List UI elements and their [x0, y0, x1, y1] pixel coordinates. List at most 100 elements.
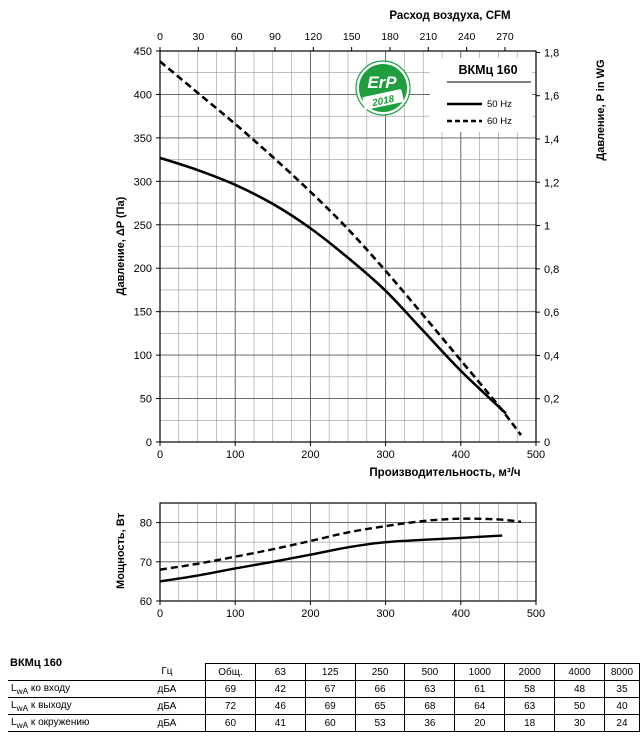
y2-tick-label: 0,2	[544, 394, 559, 406]
power-x-tick-label: 0	[157, 608, 163, 620]
table-row: LwA к окружению дБА 60 41 60 53 36 20 18…	[8, 714, 640, 732]
value-cell: 65	[354, 697, 405, 715]
unit-cell: дБА	[128, 714, 206, 732]
value-cell: 67	[304, 680, 356, 698]
header-cell: 1000	[454, 663, 505, 681]
erp-badge-text: ErP	[367, 73, 397, 92]
x2-tick-label: 240	[458, 31, 476, 43]
value-cell: 41	[254, 714, 306, 732]
power-line-solid	[160, 534, 503, 583]
value-cell: 35	[603, 680, 640, 698]
unit-cell: дБА	[128, 680, 206, 698]
header-cell: 63	[254, 663, 306, 681]
value-cell: 61	[454, 680, 505, 698]
x2-tick-label: 60	[231, 31, 243, 43]
value-cell: 48	[554, 680, 605, 698]
y-tick-label: 250	[134, 220, 152, 232]
value-cell: 69	[304, 697, 356, 715]
table-row: LwA ко входу дБА 69 42 67 66 63 61 58 48…	[8, 680, 640, 698]
power-x-tick-label: 300	[376, 608, 394, 620]
value-cell: 68	[404, 697, 455, 715]
power-y-tick-label: 60	[140, 596, 152, 608]
y2-tick-label: 1,6	[544, 91, 559, 103]
legend: ВКМц 160 50 Hz 60 Hz	[430, 58, 532, 132]
header-cell: 4000	[554, 663, 605, 681]
value-cell: 42	[254, 680, 306, 698]
y2-tick-label: 1,4	[544, 134, 559, 146]
power-x-tick-label: 400	[452, 608, 470, 620]
power-x-tick-label: 200	[301, 608, 319, 620]
value-cell: 60	[304, 714, 356, 732]
row-label: LwA к окружению	[8, 714, 129, 732]
power-plot-frame	[159, 502, 537, 602]
series-line-60hz	[160, 60, 522, 436]
series-line-50hz	[160, 156, 507, 415]
x2-tick-label: 270	[496, 31, 514, 43]
x2-tick-label: 0	[157, 31, 163, 43]
power-x-tick-label: 500	[527, 608, 545, 620]
x2-tick-label: 210	[420, 31, 438, 43]
x2-tick-label: 150	[343, 31, 361, 43]
y-tick-label: 0	[146, 437, 152, 449]
y-tick-label: 350	[134, 133, 152, 145]
value-cell: 64	[454, 697, 505, 715]
x-axis-label: Производительность, м³/ч	[369, 467, 520, 479]
value-cell: 40	[603, 697, 640, 715]
power-line-dashed	[160, 517, 522, 571]
value-cell: 36	[404, 714, 455, 732]
main-axes: 0 100 200 300 400 500050100150200250300350400…	[134, 31, 560, 461]
header-cell: 8000	[603, 663, 640, 681]
header-cell: Гц	[128, 663, 206, 681]
power-y-axis-label: Мощность, Вт	[115, 512, 127, 589]
y2-tick-label: 1,8	[544, 47, 559, 59]
noise-table: Гц Общ. 63 125 250 500 1000 2000 4000 80…	[8, 663, 640, 732]
legend-60hz-label: 60 Hz	[487, 116, 512, 127]
value-cell: 53	[354, 714, 405, 732]
y2-tick-label: 1	[544, 221, 550, 233]
power-x-tick-label: 100	[226, 608, 244, 620]
x2-tick-label: 120	[305, 31, 323, 43]
y-axis-label: Давление, ΔP (Па)	[115, 196, 127, 295]
value-cell: 18	[504, 714, 555, 732]
y2-tick-label: 0,6	[544, 307, 559, 319]
plot-frame	[159, 50, 537, 443]
erp-badge: ErP 2018	[355, 60, 411, 116]
power-y-tick-label: 80	[140, 518, 152, 530]
value-cell: 60	[205, 714, 256, 732]
y-tick-label: 450	[134, 46, 152, 58]
value-cell: 66	[354, 680, 405, 698]
x-tick-label: 0	[157, 449, 163, 461]
noise-table-title: ВКМц 160	[10, 657, 62, 669]
header-cell: 125	[304, 663, 356, 681]
value-cell: 63	[504, 697, 555, 715]
x-tick-label: 100	[226, 449, 244, 461]
value-cell: 30	[554, 714, 605, 732]
power-y-tick-label: 70	[140, 557, 152, 569]
performance-charts: 0 100 200 300 400 500050100150200250300350400…	[115, 10, 607, 620]
x-tick-label: 300	[376, 449, 394, 461]
header-cell: 250	[354, 663, 405, 681]
x2-tick-label: 180	[381, 31, 399, 43]
value-cell: 72	[205, 697, 256, 715]
value-cell: 24	[603, 714, 640, 732]
y2-tick-label: 0	[544, 437, 550, 449]
x2-tick-label: 30	[192, 31, 204, 43]
x2-axis-label: Расход воздуха, CFM	[389, 10, 510, 22]
unit-cell: дБА	[128, 697, 206, 715]
x2-tick-label: 90	[269, 31, 281, 43]
header-cell: Общ.	[205, 663, 256, 681]
value-cell: 46	[254, 697, 306, 715]
power-series-lines	[160, 517, 522, 583]
value-cell: 20	[454, 714, 505, 732]
noise-table-header: Гц Общ. 63 125 250 500 1000 2000 4000 80…	[8, 663, 640, 681]
y2-tick-label: 0,8	[544, 264, 559, 276]
header-cell: 500	[404, 663, 455, 681]
y2-axis-label: Давление, P in WG	[595, 59, 607, 160]
legend-title: ВКМц 160	[458, 63, 517, 77]
y2-tick-label: 0,4	[544, 350, 559, 362]
power-axes: 0 100 200 300 400 500 60 70 80	[140, 502, 545, 620]
row-label: LwA к выходу	[8, 697, 129, 715]
erp-badge-year: 2018	[370, 94, 395, 110]
row-label: LwA ко входу	[8, 680, 129, 698]
value-cell: 69	[205, 680, 256, 698]
